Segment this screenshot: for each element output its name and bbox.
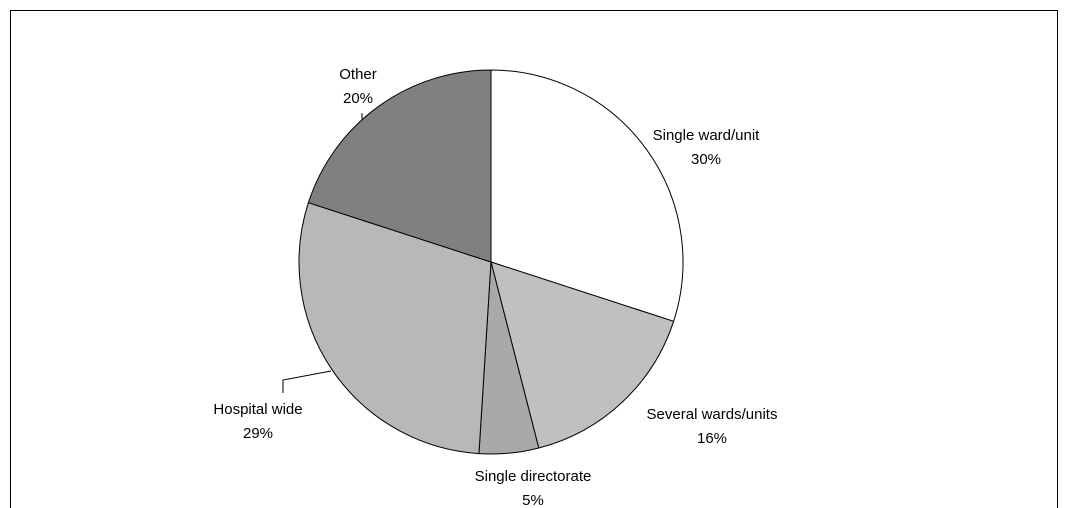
pie-slice: [298, 202, 492, 455]
slice-label: Single ward/unit: [653, 127, 761, 144]
slice-label: Several wards/units: [647, 406, 778, 423]
slice-label: Single directorate: [475, 468, 592, 485]
slice-label: Hospital wide: [213, 401, 302, 418]
value-label: 5%: [522, 492, 544, 508]
chart-frame: [10, 10, 1058, 508]
slice-label: Other: [339, 66, 377, 83]
pie-slice: [490, 261, 675, 449]
value-label: 16%: [697, 430, 727, 447]
value-label: 29%: [243, 425, 273, 442]
value-label: 20%: [343, 90, 373, 107]
pie-slice: [490, 69, 684, 322]
leader-line: [282, 370, 332, 393]
value-label: 30%: [691, 151, 721, 168]
pie-slice: [307, 69, 492, 263]
